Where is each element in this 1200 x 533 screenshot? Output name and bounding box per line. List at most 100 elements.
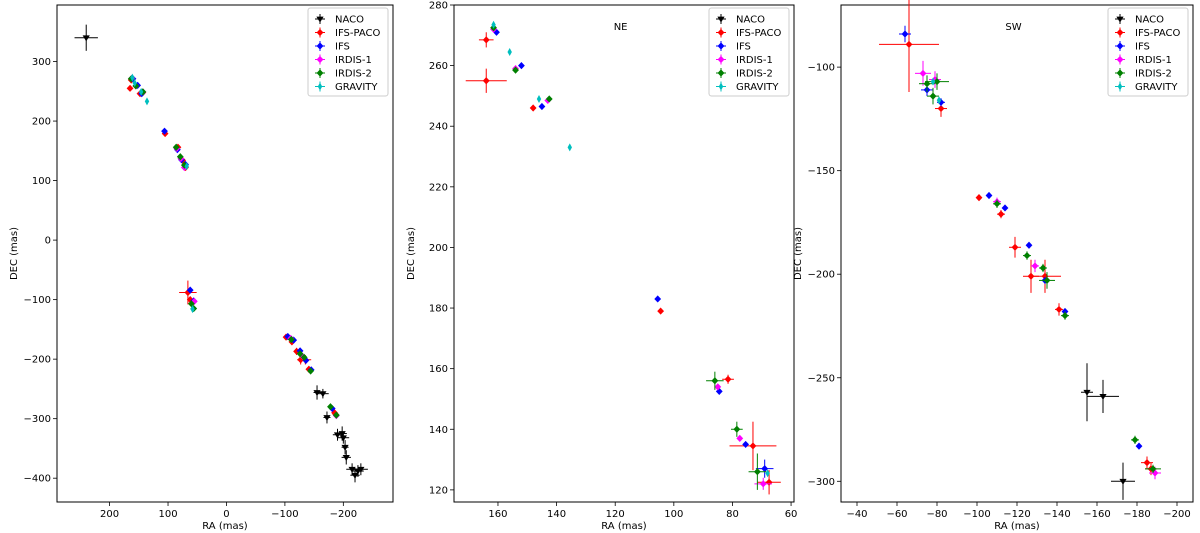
data-point-irdis-2 bbox=[172, 143, 180, 151]
y-axis-label: DEC (mas) bbox=[9, 227, 20, 280]
legend-marker-ifs bbox=[717, 42, 725, 50]
legend-label: IFS-PACO bbox=[335, 28, 381, 39]
data-point-irdis-2 bbox=[188, 300, 195, 308]
chart-panel-1: 200 100 0 −100 −200 −400 −300 −200 −100 0 100 200 30… bbox=[9, 4, 394, 532]
x-tick-label: −40 bbox=[846, 509, 867, 520]
y-tick-label: 200 bbox=[429, 243, 448, 254]
legend-label: IFS bbox=[1135, 42, 1150, 53]
data-point-gravity bbox=[567, 143, 572, 152]
y-tick-label: −150 bbox=[808, 166, 835, 177]
data-point-ifs bbox=[761, 465, 769, 473]
legend-marker-ifs-paco bbox=[1116, 28, 1124, 37]
x-tick-label: 140 bbox=[547, 509, 566, 520]
legend-marker-naco bbox=[717, 16, 725, 23]
x-tick-label: −120 bbox=[1003, 509, 1030, 520]
data-point-irdis-1 bbox=[1031, 262, 1039, 270]
legend-marker-naco bbox=[316, 16, 324, 23]
legend-label: IFS-PACO bbox=[736, 28, 782, 39]
legend-label: GRAVITY bbox=[335, 82, 378, 93]
y-tick-label: 160 bbox=[429, 364, 448, 375]
data-point-irdis-2 bbox=[300, 353, 308, 361]
x-tick-label: 100 bbox=[158, 509, 177, 520]
data-point-naco bbox=[341, 444, 349, 451]
legend-marker-irdis-2 bbox=[1116, 69, 1124, 77]
legend-label: NACO bbox=[1135, 15, 1164, 26]
legend-marker-irdis-2 bbox=[717, 69, 725, 77]
legend-label: IRDIS-2 bbox=[1135, 69, 1172, 80]
y-tick-label: 220 bbox=[429, 182, 448, 193]
legend-label: IFS bbox=[335, 42, 350, 53]
data-points bbox=[465, 20, 781, 495]
data-point-naco bbox=[313, 390, 321, 397]
legend-marker-ifs-paco bbox=[717, 28, 725, 37]
data-point-ifs bbox=[538, 102, 546, 111]
data-point-irdis-2 bbox=[332, 411, 340, 419]
data-point-ifs bbox=[1025, 241, 1033, 249]
data-point-ifs-paco bbox=[1055, 305, 1063, 314]
data-point-irdis-1 bbox=[919, 69, 927, 77]
y-tick-label: −200 bbox=[24, 355, 51, 366]
legend-marker-gravity bbox=[317, 82, 323, 91]
y-tick-label: 120 bbox=[429, 485, 448, 496]
legend-label: NACO bbox=[736, 15, 765, 26]
legend: NACO IFS-PACO IFS IRDIS-1 IRDIS-2 GRAVITY bbox=[307, 7, 389, 97]
data-point-gravity bbox=[132, 78, 137, 87]
x-tick-label: −100 bbox=[271, 509, 298, 520]
data-point-gravity bbox=[184, 162, 189, 171]
data-point-gravity bbox=[536, 94, 542, 103]
data-point-ifs-paco bbox=[657, 307, 665, 315]
legend-marker-naco bbox=[1116, 16, 1124, 23]
legend-marker-gravity bbox=[718, 82, 724, 91]
data-point-ifs bbox=[742, 440, 750, 449]
legend-marker-irdis-1 bbox=[1116, 55, 1124, 64]
legend-marker-ifs bbox=[1116, 42, 1124, 50]
data-point-ifs-paco bbox=[1011, 243, 1019, 251]
legend-marker-irdis-1 bbox=[717, 55, 725, 64]
data-point-ifs bbox=[1135, 442, 1143, 450]
x-axis-label: RA (mas) bbox=[202, 521, 248, 532]
data-point-irdis-2 bbox=[1131, 436, 1139, 444]
data-point-gravity bbox=[130, 73, 135, 82]
data-point-ifs-paco bbox=[184, 288, 192, 297]
data-point-irdis-2 bbox=[296, 350, 304, 358]
data-point-ifs-paco bbox=[482, 77, 490, 85]
chart-panel-3: −40 −60 −80 −100 −120 −140 −160 −180 −200 −300 −25… bbox=[793, 0, 1194, 532]
data-point-gravity bbox=[765, 469, 770, 478]
x-tick-label: −80 bbox=[926, 509, 947, 520]
legend-label: IRDIS-2 bbox=[736, 69, 773, 80]
legend-label: IRDIS-2 bbox=[335, 69, 372, 80]
data-point-irdis-2 bbox=[176, 153, 184, 161]
data-point-naco bbox=[339, 435, 347, 442]
data-point-ifs-paco bbox=[482, 36, 490, 44]
y-tick-label: 240 bbox=[429, 122, 448, 133]
data-point-irdis-2 bbox=[993, 200, 1001, 208]
legend-label: IRDIS-1 bbox=[335, 55, 372, 66]
data-point-gravity bbox=[507, 47, 512, 56]
legend-label: IFS-PACO bbox=[1135, 28, 1181, 39]
data-point-naco bbox=[1119, 478, 1127, 485]
data-point-irdis-2 bbox=[1149, 465, 1157, 473]
x-tick-label: −180 bbox=[1123, 509, 1150, 520]
data-point-naco bbox=[351, 472, 359, 479]
data-point-ifs-paco bbox=[975, 193, 983, 202]
data-point-naco bbox=[82, 35, 90, 42]
y-tick-label: −100 bbox=[24, 295, 51, 306]
legend-label: IRDIS-1 bbox=[736, 55, 773, 66]
legend-marker-ifs-paco bbox=[316, 28, 324, 37]
x-tick-label: 100 bbox=[664, 509, 683, 520]
data-point-irdis-2 bbox=[545, 95, 553, 103]
data-point-irdis-2 bbox=[132, 82, 140, 90]
y-tick-label: 0 bbox=[45, 236, 51, 247]
data-point-ifs bbox=[654, 295, 662, 303]
data-point-irdis-2 bbox=[287, 335, 295, 344]
x-tick-label: −200 bbox=[1163, 509, 1190, 520]
data-point-naco bbox=[342, 454, 350, 461]
x-tick-label: 80 bbox=[726, 509, 739, 520]
x-tick-label: 160 bbox=[488, 509, 507, 520]
data-point-naco bbox=[348, 466, 356, 473]
x-axis-label: RA (mas) bbox=[601, 521, 647, 532]
x-tick-label: −140 bbox=[1043, 509, 1070, 520]
data-point-ifs bbox=[901, 30, 909, 38]
data-point-irdis-2 bbox=[733, 425, 741, 433]
